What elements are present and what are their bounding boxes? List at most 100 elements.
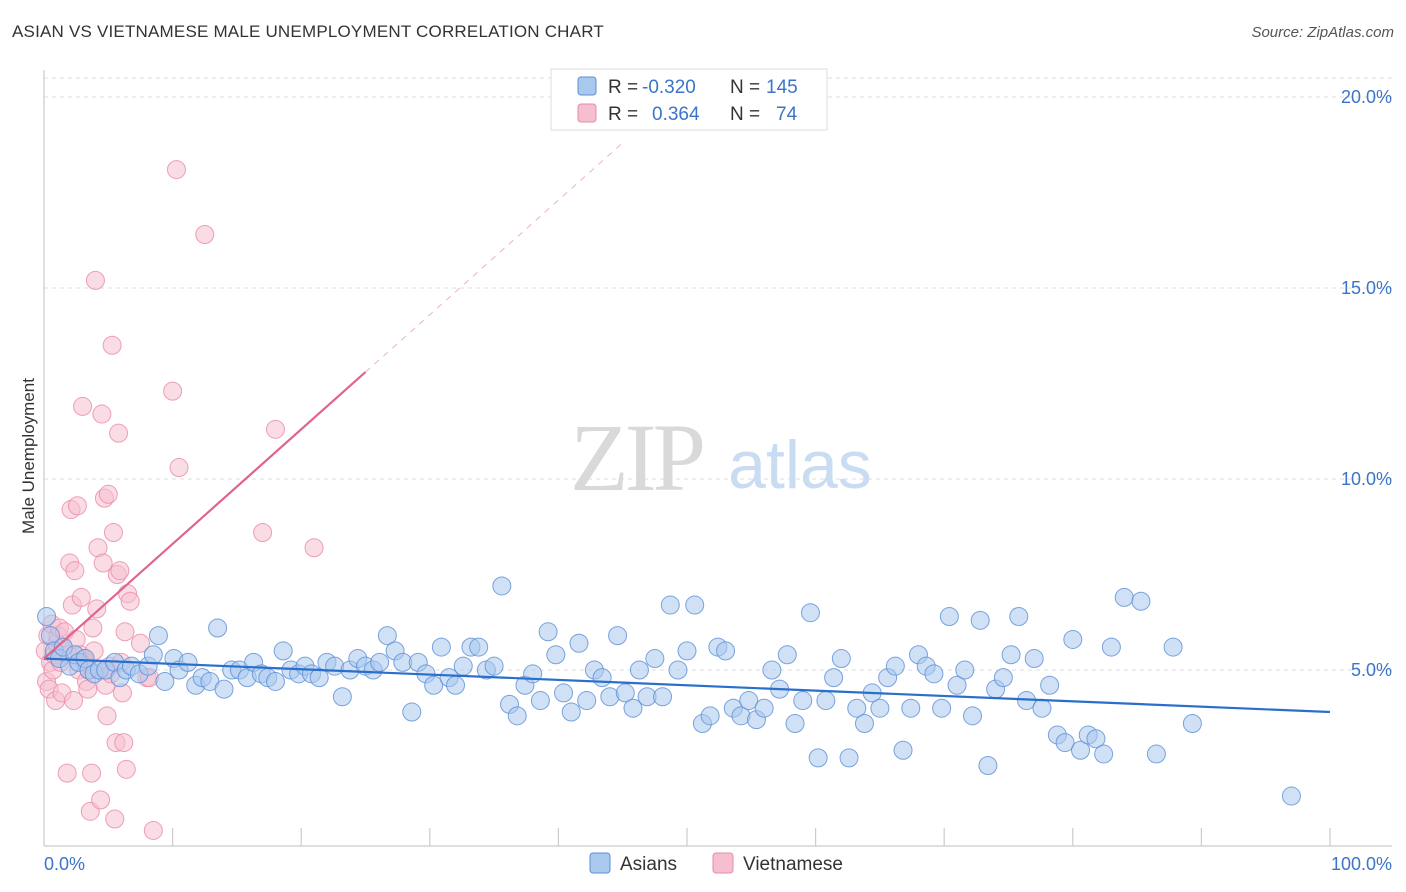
vietnamese-point [109, 423, 129, 443]
asian-point [155, 671, 175, 691]
watermark: ZIP atlas [570, 404, 872, 511]
asian-point [546, 645, 566, 665]
legend-asians-swatch [589, 852, 611, 874]
asian-point [1001, 645, 1021, 665]
asian-point [762, 660, 782, 680]
vietnamese-point [82, 763, 102, 783]
asian-point [1182, 713, 1202, 733]
asian-point [143, 645, 163, 665]
asian-points [37, 576, 1301, 806]
asian-point [507, 706, 527, 726]
viet-swatch [577, 103, 597, 123]
asian-r-label: R = [608, 77, 638, 98]
asian-point [870, 698, 890, 718]
x-tick-label-max: 100.0% [1331, 854, 1392, 874]
viet-r-value: 0.364 [652, 104, 700, 125]
vietnamese-point [97, 706, 117, 726]
asian-point [808, 748, 828, 768]
legend-asians-label: Asians [620, 854, 677, 875]
asian-point [955, 660, 975, 680]
asian-point [1281, 786, 1301, 806]
asian-point [538, 622, 558, 642]
asian-point [939, 607, 959, 627]
asian-point [653, 687, 673, 707]
vietnamese-point [64, 691, 84, 711]
asian-point [424, 675, 444, 695]
vietnamese-point [71, 587, 91, 607]
asian-point [484, 656, 504, 676]
grid: 5.0% 10.0% 15.0% 20.0% [44, 77, 1392, 680]
asian-point [668, 660, 688, 680]
asian-point [623, 698, 643, 718]
asian-point [947, 675, 967, 695]
asian-point [754, 698, 774, 718]
asian-point [1055, 733, 1075, 753]
vietnamese-point [83, 618, 103, 638]
asian-point [739, 691, 759, 711]
source-label: Source: ZipAtlas.com [1251, 24, 1394, 41]
ticks [172, 828, 1331, 846]
asian-point [1094, 744, 1114, 764]
axes [43, 70, 1392, 847]
asian-point [402, 702, 422, 722]
vietnamese-points [35, 160, 324, 840]
vietnamese-point [67, 496, 87, 516]
vietnamese-point [114, 733, 134, 753]
asian-point [847, 698, 867, 718]
asian-point [332, 687, 352, 707]
watermark-zip: ZIP [570, 404, 703, 511]
asian-point [1101, 637, 1121, 657]
vietnamese-point [195, 225, 215, 245]
stats-legend: R = -0.320 N = 145 R = 0.364 N = 74 [550, 68, 828, 131]
vietnamese-point [265, 419, 285, 439]
y-tick-label: 10.0% [1341, 469, 1392, 489]
y-axis-label: Male Unemployment [19, 378, 38, 534]
asian-point [777, 645, 797, 665]
legend-vietnamese-swatch [712, 852, 734, 874]
asian-point [993, 668, 1013, 688]
asian-point [970, 610, 990, 630]
asian-point [1131, 591, 1151, 611]
asian-point [148, 626, 168, 646]
vietnamese-point [143, 820, 163, 840]
vietnamese-point [253, 522, 273, 542]
asian-point [1063, 629, 1083, 649]
vietnamese-point [103, 522, 123, 542]
viet-n-label: N = [730, 104, 760, 125]
series-legend: Asians Vietnamese [589, 852, 843, 875]
asian-point [561, 702, 581, 722]
vietnamese-point [304, 538, 324, 558]
vietnamese-point [116, 759, 136, 779]
vietnamese-point [120, 591, 140, 611]
asian-point [854, 713, 874, 733]
vietnamese-point [163, 381, 183, 401]
vietnamese-point [87, 599, 107, 619]
asian-point [978, 756, 998, 775]
asian-point [660, 595, 680, 615]
vietnamese-point [85, 270, 105, 290]
asian-point [431, 637, 451, 657]
vietnamese-trend-line [43, 371, 367, 660]
asian-point [700, 706, 720, 726]
vietnamese-point [98, 484, 118, 504]
vietnamese-point [73, 396, 93, 416]
asian-n-label: N = [730, 77, 760, 98]
x-tick-label-min: 0.0% [44, 854, 85, 874]
asian-swatch [577, 76, 597, 96]
asian-point [469, 637, 489, 657]
asian-point [1146, 744, 1166, 764]
y-tick-label: 15.0% [1341, 278, 1392, 298]
asian-point [577, 691, 597, 711]
asian-point [1024, 649, 1044, 669]
asian-point [645, 649, 665, 669]
y-tick-label: 20.0% [1341, 87, 1392, 107]
asian-point [1032, 698, 1052, 718]
asian-point [309, 668, 329, 688]
asian-point [1009, 607, 1029, 627]
y-tick-label: 5.0% [1351, 660, 1392, 680]
asian-point [677, 641, 697, 661]
asian-r-value: -0.320 [642, 77, 696, 98]
asian-point [1071, 740, 1091, 760]
asian-point [1163, 637, 1183, 657]
